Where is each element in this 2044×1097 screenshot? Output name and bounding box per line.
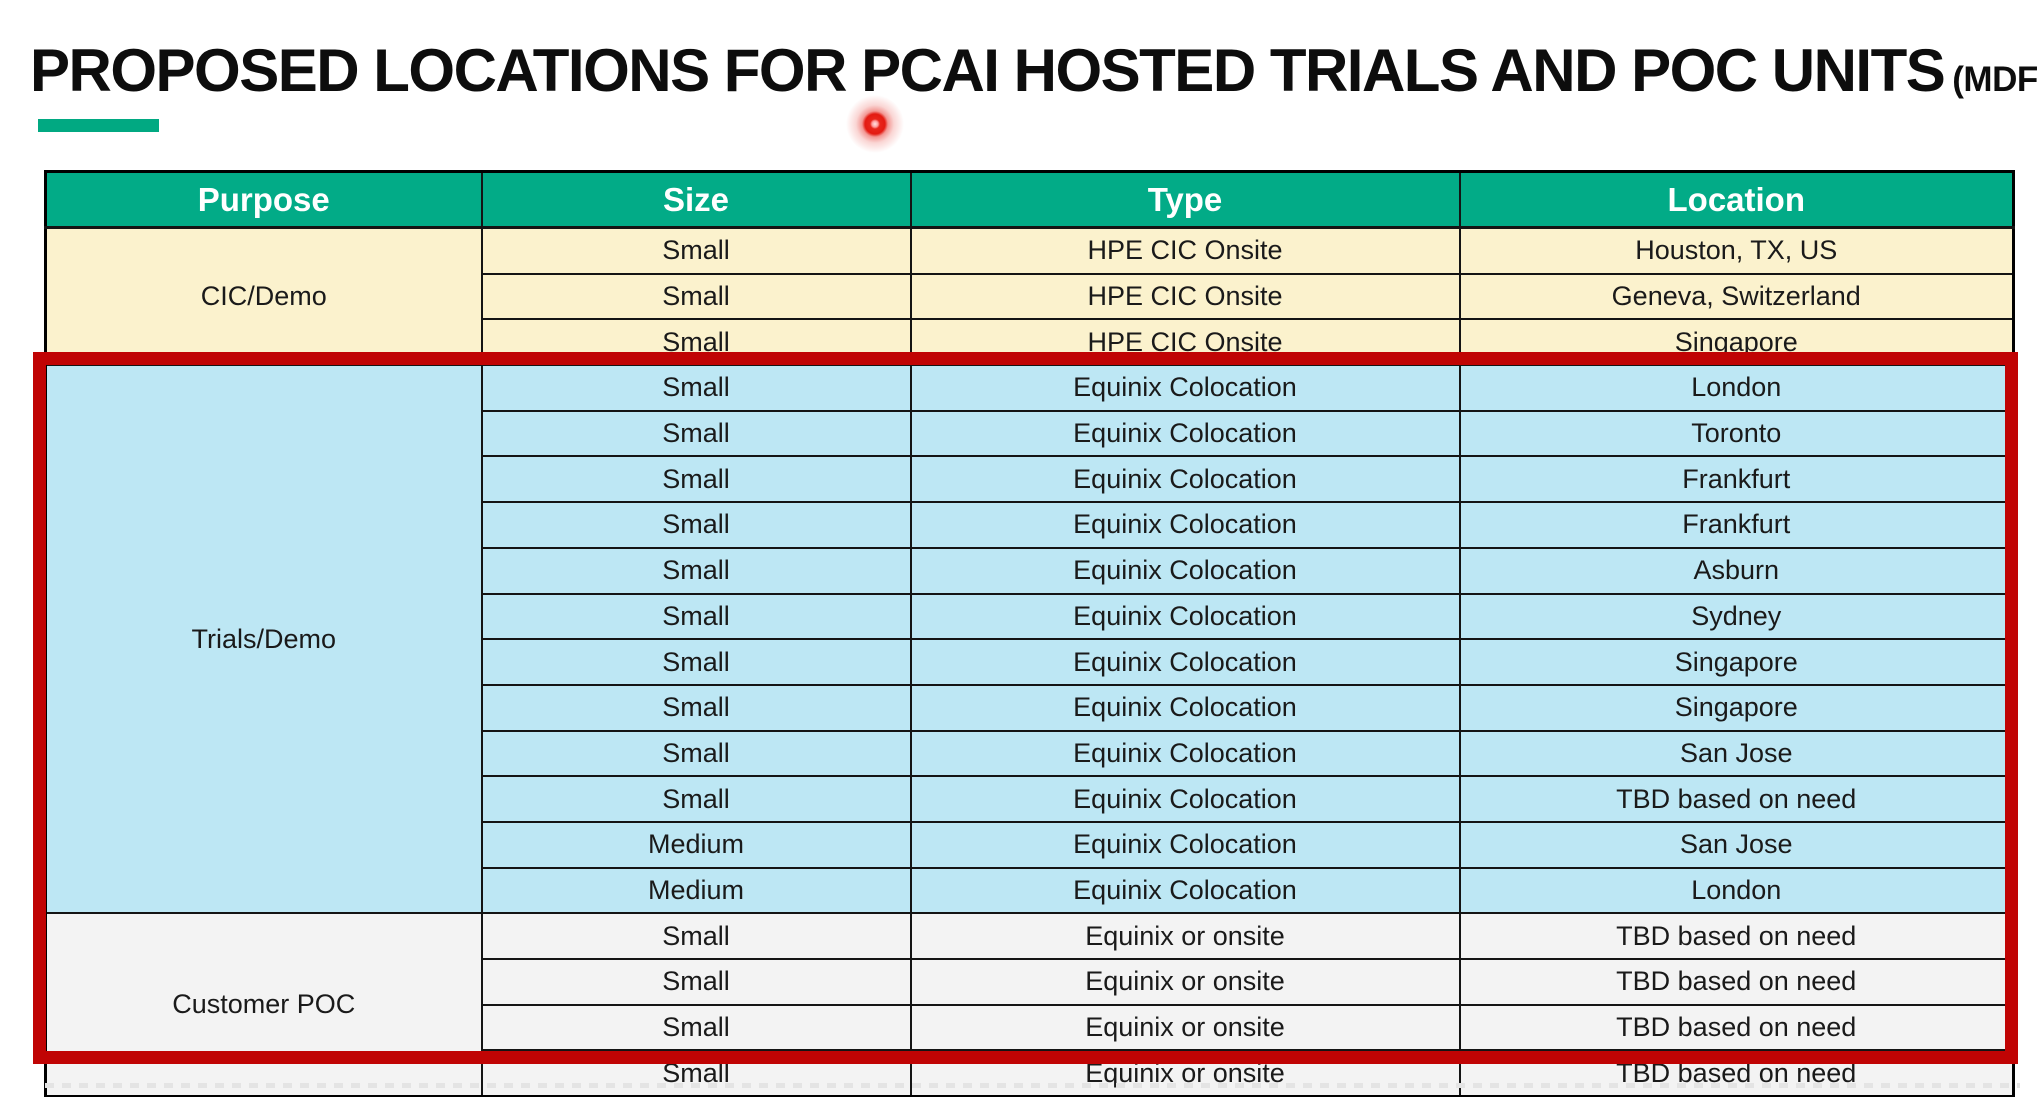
size-cell: Small (480, 546, 912, 595)
table-row: Small Equinix Colocation Toronto (46, 409, 2015, 458)
purpose-cell-cic-demo: CIC/Demo (44, 226, 483, 367)
type-cell: Equinix or onsite (909, 1003, 1461, 1052)
type-cell: Equinix Colocation (909, 364, 1461, 412)
type-cell: Equinix Colocation (909, 866, 1461, 915)
table-row: Small Equinix Colocation Frankfurt (46, 455, 2015, 504)
page-title: PROPOSED LOCATIONS FOR PCAI HOSTED TRIAL… (30, 36, 2044, 105)
size-cell: Small (480, 1003, 912, 1052)
location-cell: San Jose (1458, 820, 2015, 869)
type-cell: Equinix or onsite (909, 958, 1461, 1006)
table-row: Small Equinix Colocation Sydney (46, 592, 2015, 641)
title-accent-bar (38, 119, 159, 132)
table-row: Medium Equinix Colocation London (46, 866, 2015, 915)
table-row: Small Equinix Colocation Singapore (46, 683, 2015, 732)
page-title-text: PROPOSED LOCATIONS FOR PCAI HOSTED TRIAL… (30, 37, 1946, 104)
table-row: Medium Equinix Colocation San Jose (46, 820, 2015, 869)
purpose-cell-trials-demo: Trials/Demo (44, 364, 483, 915)
table-row: Customer POC Small Equinix or onsite TBD… (44, 912, 2015, 1097)
location-cell: Singapore (1458, 638, 2015, 686)
size-cell: Medium (480, 866, 912, 915)
size-cell: Small (480, 1049, 912, 1097)
size-cell: Small (480, 272, 912, 321)
size-cell: Small (480, 455, 912, 504)
table-row: Small Equinix or onsite TBD based on nee… (46, 1003, 2015, 1052)
type-cell: Equinix Colocation (909, 775, 1461, 823)
type-cell: Equinix Colocation (909, 683, 1461, 732)
type-cell: Equinix Colocation (909, 455, 1461, 504)
location-cell: Singapore (1458, 318, 2015, 367)
column-header-purpose: Purpose (44, 170, 483, 229)
size-cell: Small (480, 592, 912, 641)
type-cell: Equinix Colocation (909, 501, 1461, 549)
size-cell: Medium (480, 820, 912, 869)
location-cell: San Jose (1458, 729, 2015, 778)
type-cell: Equinix Colocation (909, 820, 1461, 869)
table-row: Small Equinix or onsite TBD based on nee… (46, 958, 2015, 1006)
location-cell: Singapore (1458, 683, 2015, 732)
page-title-suffix: (MDF APPROVED) (1952, 60, 2044, 99)
type-cell: Equinix Colocation (909, 729, 1461, 778)
size-cell: Small (480, 318, 912, 367)
type-cell: HPE CIC Onsite (909, 272, 1461, 321)
location-cell: Asburn (1458, 546, 2015, 595)
table-row: Trials/Demo Small Equinix Colocation Lon… (44, 364, 2015, 915)
size-cell: Small (480, 226, 912, 275)
group-customer-poc: Customer POC Small Equinix or onsite TBD… (44, 912, 2015, 1097)
size-cell: Small (480, 729, 912, 778)
locations-table: Purpose Size Type Location CIC/Demo Smal… (44, 170, 2015, 1097)
size-cell: Small (480, 683, 912, 732)
type-cell: Equinix Colocation (909, 409, 1461, 458)
type-cell: Equinix Colocation (909, 546, 1461, 595)
size-cell: Small (480, 501, 912, 549)
type-cell: HPE CIC Onsite (909, 226, 1461, 275)
location-cell: TBD based on need (1458, 775, 2015, 823)
table-row: Small Equinix Colocation Asburn (46, 546, 2015, 595)
type-cell: Equinix Colocation (909, 592, 1461, 641)
column-header-size: Size (480, 170, 912, 229)
location-cell: Toronto (1458, 409, 2015, 458)
size-cell: Small (480, 912, 912, 960)
table-row: Small HPE CIC Onsite Geneva, Switzerland (46, 272, 2015, 321)
column-header-type: Type (909, 170, 1461, 229)
size-cell: Small (480, 364, 912, 412)
table-row: CIC/Demo Small HPE CIC Onsite Houston, T… (44, 226, 2015, 367)
location-cell: TBD based on need (1458, 1003, 2015, 1052)
size-cell: Small (480, 409, 912, 458)
size-cell: Small (480, 775, 912, 823)
location-cell: Frankfurt (1458, 501, 2015, 549)
location-cell: TBD based on need (1458, 912, 2015, 960)
location-cell: Frankfurt (1458, 455, 2015, 504)
size-cell: Small (480, 638, 912, 686)
location-cell: Houston, TX, US (1458, 226, 2015, 275)
column-header-location: Location (1458, 170, 2015, 229)
table-row: Small Equinix Colocation TBD based on ne… (46, 775, 2015, 823)
table-row: Small Equinix Colocation Frankfurt (46, 501, 2015, 549)
location-cell: Geneva, Switzerland (1458, 272, 2015, 321)
group-trials-demo: Trials/Demo Small Equinix Colocation Lon… (44, 364, 2015, 915)
location-cell: Sydney (1458, 592, 2015, 641)
table-row: Small Equinix Colocation San Jose (46, 729, 2015, 778)
table-row: Small Equinix Colocation Singapore (46, 638, 2015, 686)
location-cell: London (1458, 866, 2015, 915)
type-cell: Equinix or onsite (909, 1049, 1461, 1097)
location-cell: London (1458, 364, 2015, 412)
header-row: Purpose Size Type Location (44, 170, 2015, 229)
type-cell: HPE CIC Onsite (909, 318, 1461, 367)
type-cell: Equinix Colocation (909, 638, 1461, 686)
size-cell: Small (480, 958, 912, 1006)
location-cell: TBD based on need (1458, 1049, 2015, 1097)
group-cic-demo: CIC/Demo Small HPE CIC Onsite Houston, T… (44, 226, 2015, 367)
type-cell: Equinix or onsite (909, 912, 1461, 960)
location-cell: TBD based on need (1458, 958, 2015, 1006)
purpose-cell-customer-poc: Customer POC (44, 912, 483, 1097)
